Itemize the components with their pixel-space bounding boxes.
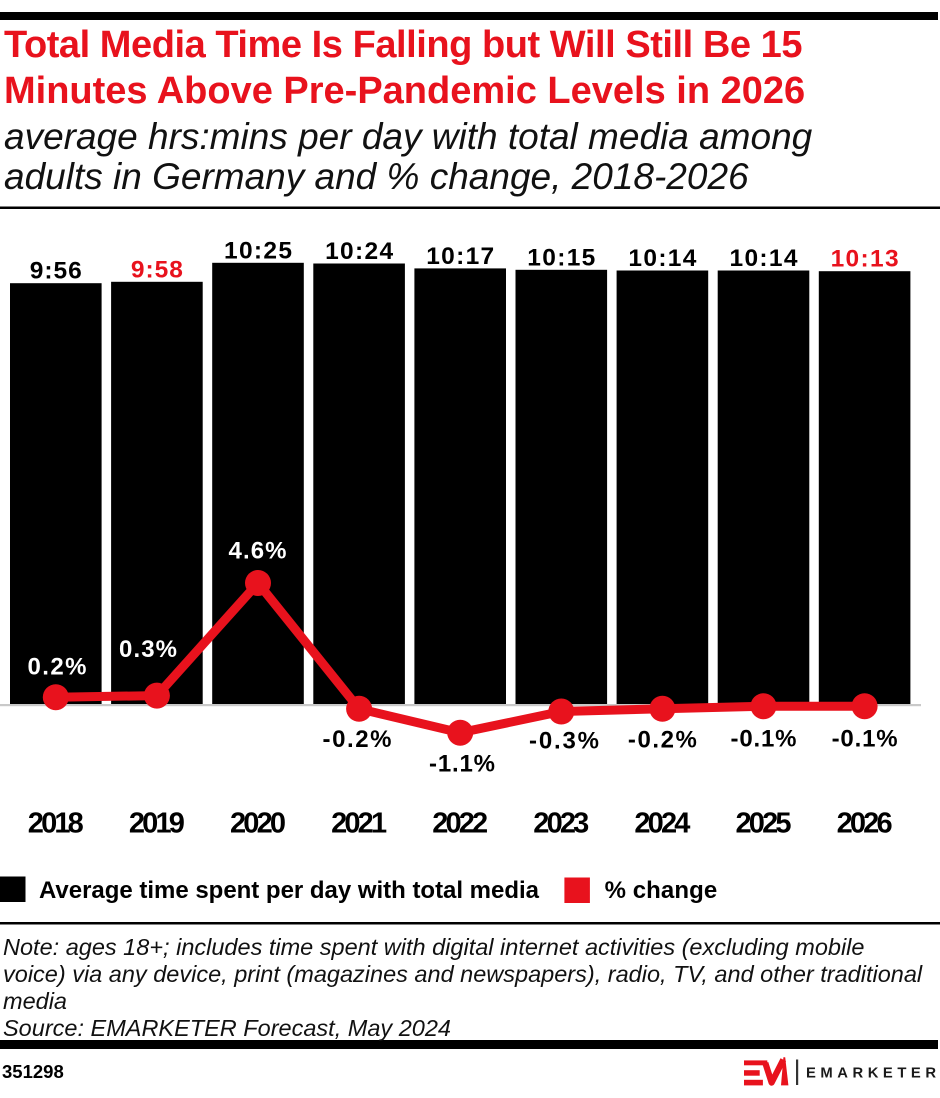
svg-text:10:13: 10:13 [831, 246, 899, 273]
svg-text:2021: 2021 [331, 808, 387, 840]
svg-text:2025: 2025 [736, 808, 792, 840]
svg-text:10:17: 10:17 [426, 243, 494, 270]
svg-text:-0.1%: -0.1% [731, 726, 797, 753]
svg-text:2018: 2018 [28, 808, 84, 840]
svg-text:% change: % change [605, 877, 718, 904]
svg-text:2020: 2020 [230, 808, 286, 840]
svg-text:-0.3%: -0.3% [529, 728, 599, 755]
svg-text:2024: 2024 [634, 808, 690, 840]
svg-text:10:14: 10:14 [628, 245, 696, 272]
svg-text:-0.2%: -0.2% [323, 726, 392, 753]
svg-text:4.6%: 4.6% [229, 537, 287, 564]
svg-text:2019: 2019 [129, 808, 185, 840]
svg-text:-0.1%: -0.1% [832, 726, 898, 753]
svg-text:9:56: 9:56 [30, 258, 82, 285]
svg-text:10:15: 10:15 [527, 244, 595, 271]
svg-text:-0.2%: -0.2% [628, 727, 697, 754]
svg-text:0.2%: 0.2% [28, 653, 87, 680]
svg-text:2026: 2026 [837, 808, 893, 840]
svg-text:10:25: 10:25 [224, 237, 292, 264]
svg-text:EMARKETER: EMARKETER [806, 1066, 936, 1082]
svg-text:0.3%: 0.3% [119, 636, 177, 663]
svg-text:9:58: 9:58 [131, 256, 183, 283]
svg-text:2023: 2023 [533, 808, 589, 840]
svg-text:Average time spent per day wit: Average time spent per day with total me… [39, 877, 540, 904]
svg-text:10:14: 10:14 [730, 245, 798, 272]
svg-text:10:24: 10:24 [325, 238, 393, 265]
svg-text:-1.1%: -1.1% [429, 751, 495, 778]
svg-text:2022: 2022 [432, 808, 488, 840]
svg-text:351298: 351298 [2, 1061, 64, 1082]
